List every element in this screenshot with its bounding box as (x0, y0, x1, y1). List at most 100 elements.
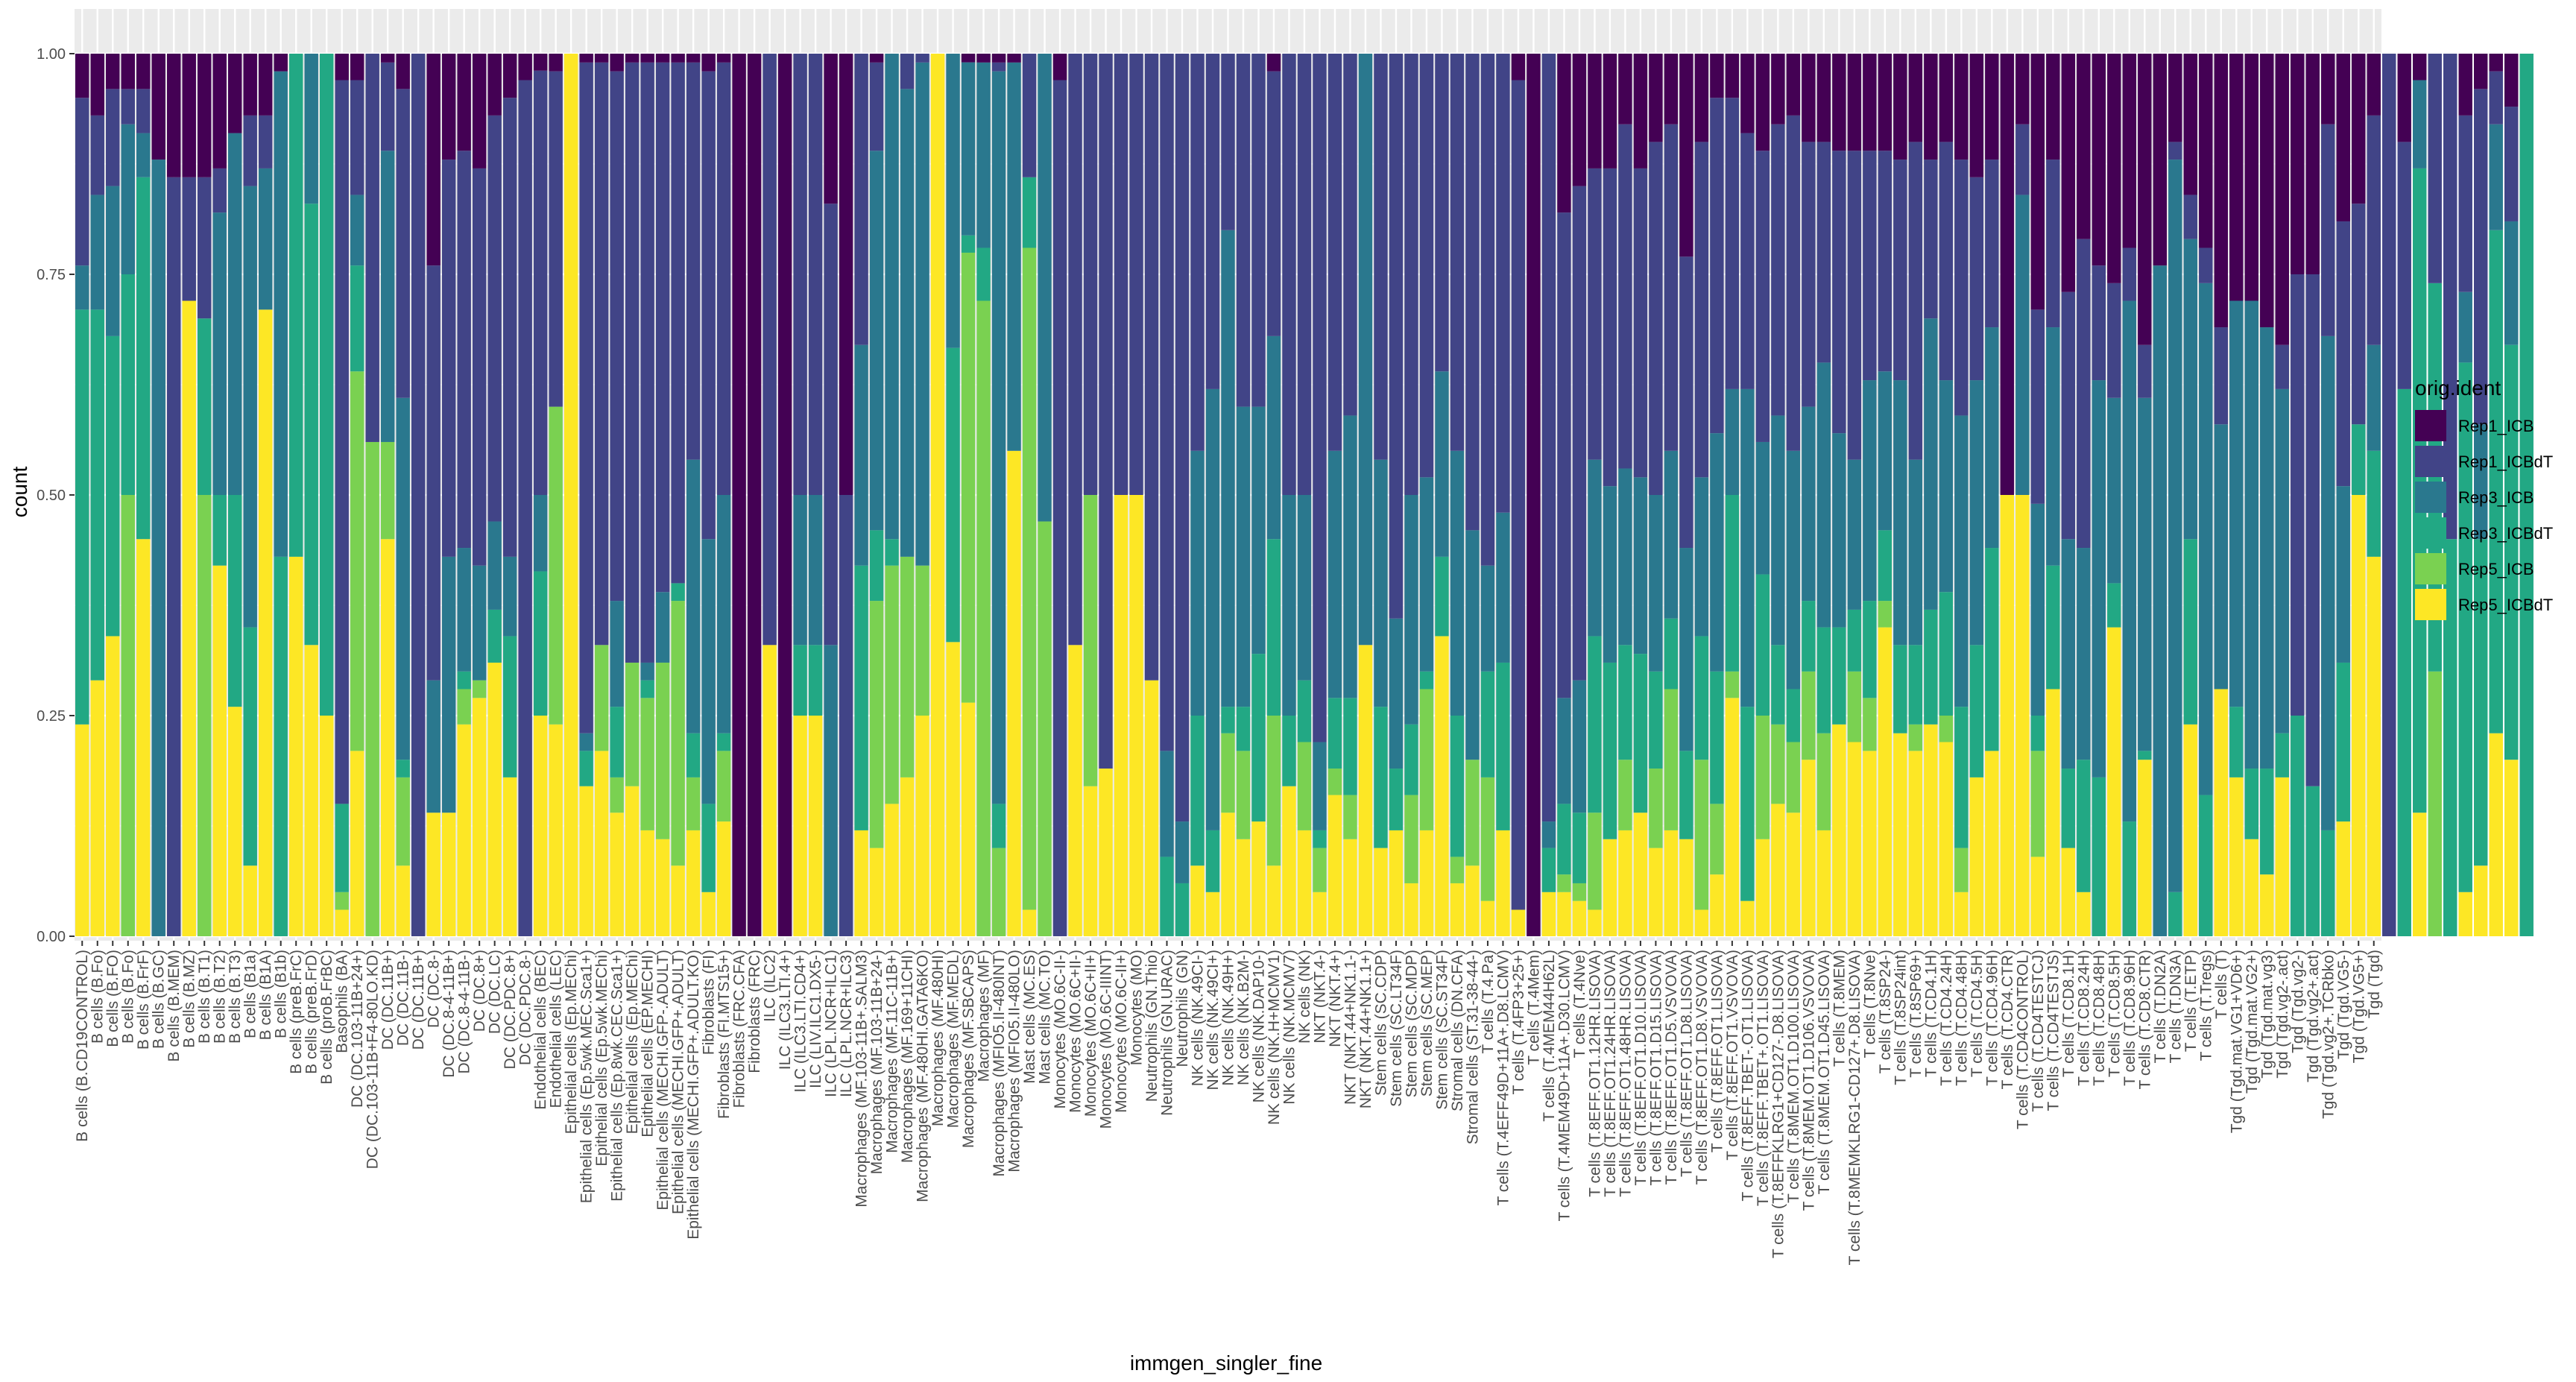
x-tick-label: T cells (T.8EFF.OT1.D8.LISOVA) (1678, 950, 1695, 1177)
bar-segment-Rep5_ICBdT (793, 716, 807, 936)
bar-segment-Rep3_ICB (2077, 548, 2091, 760)
bar-segment-Rep3_ICB (487, 521, 502, 610)
x-tick-label: Macrophages (MF.SBCAPS) (960, 950, 977, 1148)
bar-segment-Rep1_ICB (701, 54, 716, 72)
bar-segment-Rep3_ICB (2183, 239, 2198, 540)
bar-segment-Rep3_ICB (1313, 742, 1327, 830)
bar-segment-Rep5_ICB (457, 689, 471, 725)
bar-segment-Rep1_ICBdT (1419, 54, 1434, 478)
bar-segment-Rep3_ICBdT (1328, 698, 1342, 769)
bar-segment-Rep5_ICBdT (1725, 698, 1740, 936)
x-tick-label: Macrophages (MF.480HI) (929, 950, 947, 1126)
bar-segment-Rep5_ICBdT (243, 865, 257, 936)
bar-segment-Rep1_ICB (106, 54, 120, 89)
bar-segment-Rep3_ICBdT (1633, 654, 1648, 813)
x-tick-label: DC (DC.PDC.8+) (502, 950, 519, 1069)
bar-segment-Rep3_ICBdT (2474, 539, 2488, 866)
bar-segment-Rep1_ICBdT (2122, 247, 2137, 301)
bar-segment-Rep3_ICBdT (2077, 760, 2091, 892)
x-tick-label: ILC (LPL.NCR+ILC1) (823, 950, 840, 1097)
bar-segment-Rep3_ICB (961, 62, 976, 236)
bar-segment-Rep1_ICBdT (380, 62, 395, 151)
x-tick-label: B cells (B.FO) (104, 950, 121, 1047)
bar-segment-Rep3_ICBdT (487, 609, 502, 663)
bar-segment-Rep5_ICB (1572, 883, 1587, 901)
bar-segment-Rep3_ICB (2168, 160, 2182, 892)
bar-segment-Rep1_ICBdT (625, 62, 640, 663)
bar-segment-Rep3_ICBdT (197, 318, 212, 495)
bar-segment-Rep1_ICBdT (1649, 142, 1663, 495)
bar-segment-Rep5_ICB (396, 777, 410, 866)
bar-segment-Rep3_ICBdT (2168, 892, 2182, 936)
bar-segment-Rep1_ICBdT (472, 168, 487, 566)
bar-segment-Rep3_ICBdT (2092, 777, 2106, 936)
bar-segment-Rep5_ICB (961, 252, 976, 703)
x-tick-label: Epithelial cells (MECHI.GFP-.ADULT) (654, 950, 672, 1211)
bar-segment-Rep1_ICB (1786, 54, 1801, 116)
bar-segment-Rep5_ICB (350, 371, 364, 751)
bar-segment-Rep5_ICBdT (1832, 724, 1846, 936)
bar-segment-Rep3_ICBdT (2260, 769, 2274, 875)
bar-segment-Rep3_ICBdT (2336, 662, 2350, 822)
x-tick-label: T cells (T.4MEM49D+11A+.D30.LCMV) (1556, 950, 1573, 1222)
x-tick-label: Epithelial cells (EP.MECHI) (640, 950, 657, 1138)
bar-segment-Rep5_ICBdT (2413, 813, 2427, 936)
bar-segment-Rep5_ICB (900, 556, 915, 777)
bar-segment-Rep3_ICB (1878, 371, 1892, 531)
bar-segment-Rep1_ICBdT (426, 265, 441, 681)
bar-segment-Rep1_ICBdT (1755, 151, 1770, 442)
x-tick-label: Monocytes (MO) (1128, 950, 1146, 1065)
bar-segment-Rep3_ICBdT (2030, 716, 2045, 751)
bar-segment-Rep1_ICBdT (1588, 168, 1602, 460)
bar-segment-Rep5_ICBdT (1878, 627, 1892, 936)
bar-segment-Rep5_ICB (1847, 671, 1862, 742)
bar-segment-Rep3_ICB (1160, 751, 1174, 857)
bar-segment-Rep3_ICB (610, 601, 624, 707)
bar-segment-Rep5_ICBdT (2474, 865, 2488, 936)
bar-segment-Rep5_ICBdT (885, 804, 899, 936)
x-tick-label: NK cells (NK.DAP10-) (1250, 950, 1267, 1102)
bar-segment-Rep3_ICBdT (1664, 618, 1679, 690)
bar-segment-Rep3_ICB (1969, 380, 1984, 646)
bar-segment-Rep3_ICBdT (2504, 344, 2519, 760)
x-tick-label: ILC (ILC3.LTI.CD4+) (792, 950, 809, 1093)
bar-segment-Rep1_ICBdT (1389, 54, 1404, 619)
bar-segment-Rep3_ICB (304, 54, 318, 204)
bar-segment-Rep5_ICBdT (900, 777, 915, 936)
bar-segment-Rep3_ICBdT (1266, 539, 1281, 716)
bar-segment-Rep5_ICB (1771, 724, 1785, 804)
bar-segment-Rep5_ICBdT (533, 716, 548, 936)
bar-segment-Rep1_ICBdT (1863, 151, 1877, 381)
bar-segment-Rep1_ICB (1939, 54, 1954, 142)
bar-segment-Rep3_ICBdT (1802, 601, 1816, 672)
bar-segment-Rep3_ICB (2122, 300, 2137, 822)
bar-segment-Rep5_ICBdT (1694, 909, 1709, 936)
bar-segment-Rep5_ICBdT (1572, 900, 1587, 936)
bar-segment-Rep3_ICBdT (2489, 230, 2503, 733)
bar-segment-Rep3_ICB (1908, 459, 1923, 646)
bar-segment-Rep1_ICBdT (533, 70, 548, 496)
bar-segment-Rep3_ICB (2458, 291, 2472, 363)
bar-segment-Rep5_ICBdT (1633, 813, 1648, 936)
bar-segment-Rep5_ICB (1328, 769, 1342, 795)
legend-swatch (2415, 517, 2446, 549)
x-tick-label: T cells (T.4Nve) (1571, 950, 1588, 1058)
bar-segment-Rep3_ICB (1480, 565, 1495, 672)
bar-segment-Rep3_ICB (258, 168, 273, 310)
bar-segment-Rep3_ICBdT (1160, 856, 1174, 936)
bar-segment-Rep1_ICBdT (441, 160, 456, 557)
bar-segment-Rep1_ICBdT (1144, 54, 1159, 681)
y-tick-label: 0.25 (37, 708, 66, 725)
bar-segment-Rep1_ICB (2077, 54, 2091, 239)
bar-segment-Rep5_ICBdT (2015, 495, 2030, 936)
bar-segment-Rep1_ICBdT (763, 54, 777, 646)
x-tick-label: Fibroblasts (FI) (701, 950, 718, 1055)
bar-segment-Rep5_ICBdT (854, 830, 868, 936)
bar-segment-Rep1_ICBdT (1496, 54, 1510, 513)
bar-segment-Rep5_ICB (976, 300, 991, 936)
bar-segment-Rep1_ICBdT (1236, 54, 1251, 407)
bar-segment-Rep3_ICBdT (1190, 716, 1205, 866)
x-tick-label: T cells (T.8EFF.OT1.D5.VSVOVA) (1663, 950, 1680, 1184)
bar-segment-Rep5_ICBdT (2275, 777, 2289, 936)
